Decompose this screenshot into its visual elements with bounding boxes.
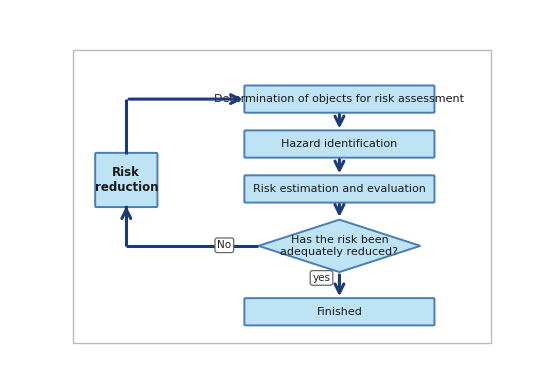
FancyBboxPatch shape <box>244 298 434 325</box>
FancyBboxPatch shape <box>244 86 434 113</box>
Text: Determination of objects for risk assessment: Determination of objects for risk assess… <box>214 94 464 104</box>
FancyBboxPatch shape <box>244 130 434 158</box>
Text: Hazard identification: Hazard identification <box>281 139 398 149</box>
FancyBboxPatch shape <box>244 175 434 203</box>
Text: yes: yes <box>312 273 331 283</box>
Text: Risk estimation and evaluation: Risk estimation and evaluation <box>253 184 426 194</box>
Text: Has the risk been
adequately reduced?: Has the risk been adequately reduced? <box>280 235 398 257</box>
Text: Risk
reduction: Risk reduction <box>95 166 158 194</box>
FancyBboxPatch shape <box>95 153 157 207</box>
Text: No: No <box>217 240 232 250</box>
Text: Finished: Finished <box>316 307 362 317</box>
Polygon shape <box>258 220 420 272</box>
